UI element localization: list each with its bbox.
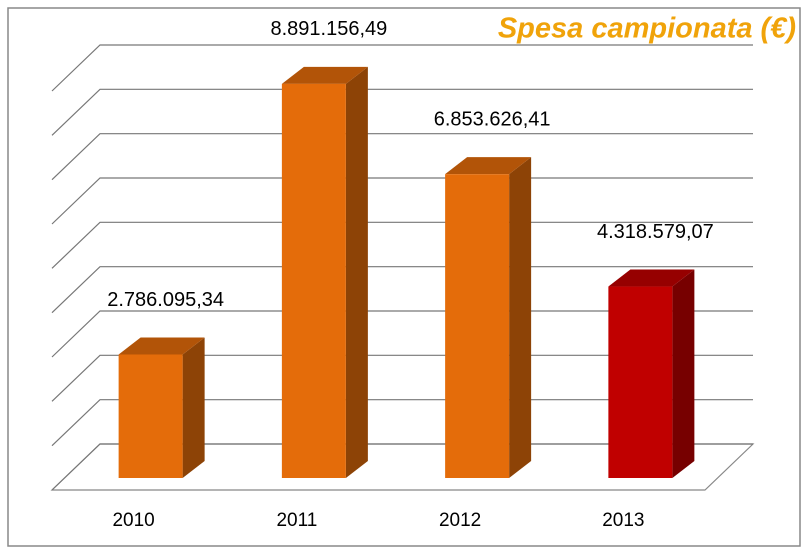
grid-line xyxy=(51,310,753,358)
chart-title: Spesa campionata (€) xyxy=(498,13,796,45)
bar-top xyxy=(608,269,695,287)
grid-line xyxy=(51,88,753,136)
bar-side xyxy=(509,157,532,479)
bar xyxy=(608,286,673,478)
grid-line xyxy=(51,44,753,92)
data-label: 4.318.579,07 xyxy=(597,221,714,243)
bar-side xyxy=(672,269,695,478)
data-label: 8.891.156,49 xyxy=(270,18,387,40)
data-label: 2.786.095,34 xyxy=(107,289,224,311)
grid-line xyxy=(51,133,753,181)
bars: 2010 2.786.095,34 2011 8.891.156,49 2012 6.85… xyxy=(107,18,714,531)
bar-side xyxy=(345,66,368,479)
grid-line xyxy=(51,177,753,225)
bar xyxy=(281,83,346,479)
bar-top xyxy=(445,157,532,175)
bar-top xyxy=(281,66,368,84)
grid-line xyxy=(51,354,753,402)
grid-line xyxy=(51,266,753,314)
bar-top xyxy=(118,337,205,355)
x-tick-label: 2013 xyxy=(602,510,644,531)
grid-line xyxy=(51,399,753,447)
grid-line xyxy=(51,221,753,269)
bar-side xyxy=(182,337,205,478)
x-tick-label: 2012 xyxy=(439,510,481,531)
x-tick-label: 2011 xyxy=(276,510,317,531)
bar xyxy=(118,354,183,478)
x-tick-label: 2010 xyxy=(112,510,154,531)
grid xyxy=(50,44,755,491)
data-label: 6.853.626,41 xyxy=(434,108,551,130)
grid-line xyxy=(51,443,753,491)
bar xyxy=(445,174,510,479)
